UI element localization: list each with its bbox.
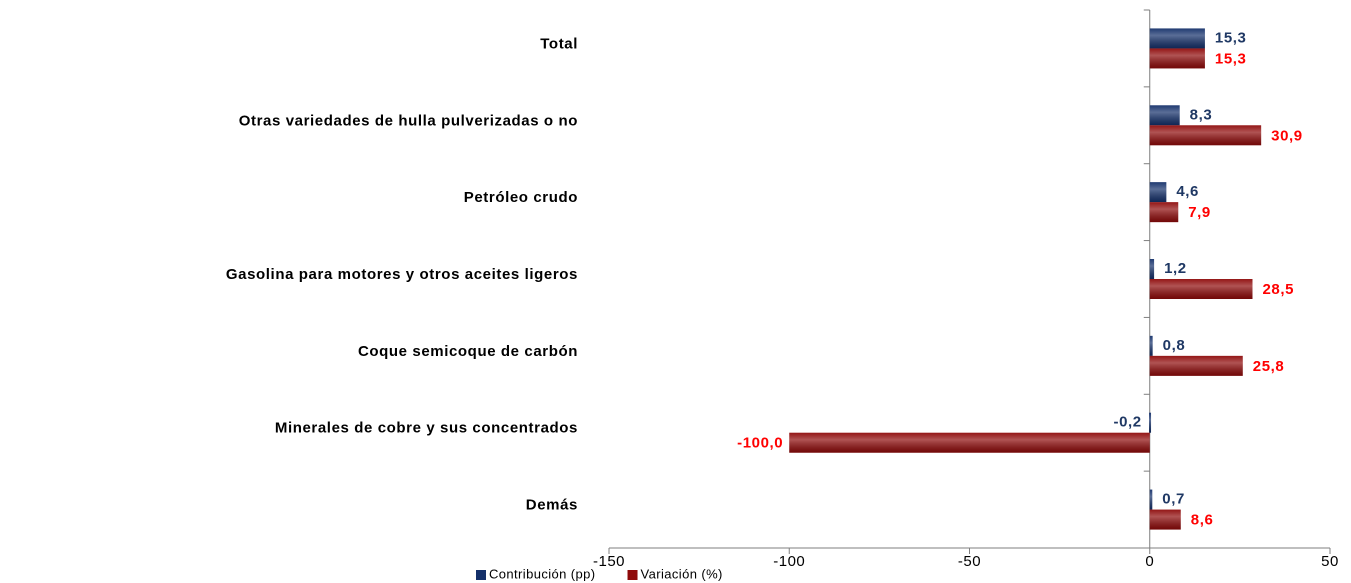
category-label: Petróleo crudo <box>464 189 578 206</box>
category-label: Demás <box>526 497 578 514</box>
value-label: 1,2 <box>1164 260 1187 277</box>
category-label: Gasolina para motores y otros aceites li… <box>226 266 578 283</box>
value-label: 0,8 <box>1163 337 1186 354</box>
category-label: Otras variedades de hulla pulverizadas o… <box>239 112 578 129</box>
bar-shine <box>1149 48 1205 69</box>
bar-shine <box>1149 125 1262 146</box>
bar-shine <box>1149 28 1205 49</box>
legend-label: Contribución (pp) <box>489 566 596 581</box>
bar-shine <box>1149 202 1179 223</box>
bar-shine <box>1149 355 1243 376</box>
value-label: -0,2 <box>1114 414 1142 431</box>
bar-shine <box>1149 182 1167 203</box>
category-label: Coque semicoque de carbón <box>358 343 578 360</box>
value-label: 7,9 <box>1188 204 1211 221</box>
bar-shine <box>1149 489 1153 510</box>
bar-shine <box>1149 509 1181 530</box>
value-label: 4,6 <box>1176 183 1199 200</box>
value-label: 15,3 <box>1215 50 1247 67</box>
bar-shine <box>789 432 1150 453</box>
x-tick-label: 0 <box>1145 553 1154 570</box>
value-label: 28,5 <box>1262 281 1294 298</box>
value-label: -100,0 <box>737 435 783 452</box>
x-tick-label: -150 <box>593 553 625 570</box>
value-label: 25,8 <box>1253 358 1285 375</box>
x-tick-label: -100 <box>773 553 805 570</box>
x-tick-label: 50 <box>1321 553 1339 570</box>
value-label: 8,3 <box>1190 106 1213 123</box>
legend-swatch <box>476 570 486 580</box>
value-label: 8,6 <box>1191 512 1214 529</box>
category-label: Minerales de cobre y sus concentrados <box>275 420 578 437</box>
bar-shine <box>1149 279 1253 299</box>
x-tick-label: -50 <box>958 553 981 570</box>
bar-shine <box>1149 105 1180 126</box>
bar-shine <box>1149 259 1155 279</box>
legend-swatch <box>627 570 638 580</box>
value-label: 0,7 <box>1162 491 1185 508</box>
bar-shine <box>1149 335 1153 356</box>
legend-label: Variación (%) <box>641 566 723 581</box>
value-label: 30,9 <box>1271 127 1303 144</box>
value-label: 15,3 <box>1215 29 1247 46</box>
category-label: Total <box>540 35 578 52</box>
bar-shine <box>1149 412 1152 433</box>
